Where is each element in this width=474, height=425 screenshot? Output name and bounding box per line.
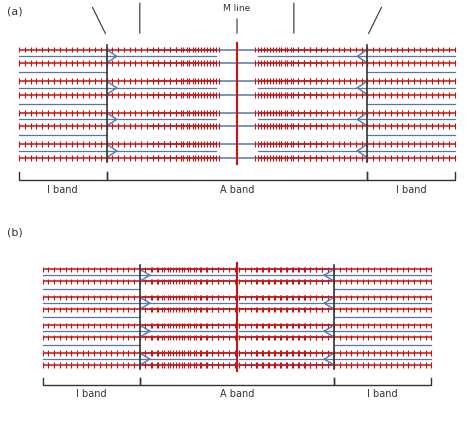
Text: I band: I band (367, 389, 398, 399)
Text: M line: M line (223, 4, 251, 33)
Text: I band: I band (76, 389, 107, 399)
Text: (b): (b) (7, 227, 23, 237)
Text: Z line: Z line (369, 0, 399, 34)
Text: (a): (a) (7, 7, 23, 17)
Text: I band: I band (47, 185, 78, 195)
Text: A band: A band (220, 185, 254, 195)
Text: A band: A band (220, 389, 254, 399)
Text: Z line: Z line (75, 0, 105, 34)
Text: Thin filament
(actin): Thin filament (actin) (110, 0, 170, 33)
Text: Thick filaments
(myosin): Thick filaments (myosin) (259, 0, 328, 33)
Text: I band: I band (396, 185, 427, 195)
